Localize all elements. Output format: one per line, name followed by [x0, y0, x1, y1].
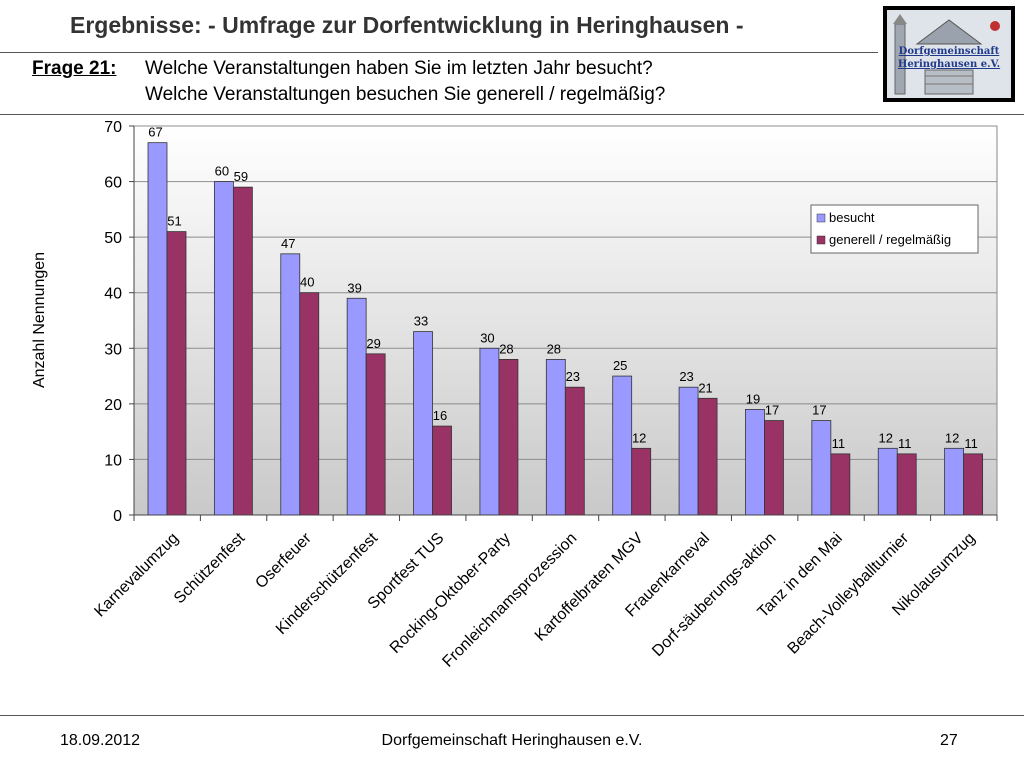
bar-regelmaessig: [830, 453, 851, 516]
footer-organization: Dorfgemeinschaft Heringhausen e.V.: [381, 732, 643, 749]
bar-regelmaessig: [365, 353, 386, 516]
x-category-label: Rocking-Oktober-Party: [387, 530, 514, 657]
bars: [147, 142, 984, 516]
legend-label-regelmaessig: generell / regelmäßig: [829, 232, 951, 247]
logo-text-line-2: Heringhausen e.V.: [897, 59, 1001, 70]
data-label: 11: [964, 436, 978, 451]
bar-regelmaessig: [963, 453, 984, 516]
bar-besucht: [811, 420, 832, 516]
bar-besucht: [280, 253, 301, 516]
logo-panel: Dorfgemeinschaft Heringhausen e.V.: [887, 10, 1011, 98]
bar-besucht: [479, 347, 500, 516]
y-tick-label: 0: [113, 508, 122, 525]
data-label: 12: [878, 430, 892, 445]
bar-regelmaessig: [299, 292, 320, 516]
header-divider: [0, 52, 878, 53]
data-label: 60: [215, 164, 229, 179]
legend-swatch-regelmaessig: [816, 235, 826, 245]
data-label: 67: [148, 125, 162, 140]
bar-besucht: [944, 447, 965, 516]
data-label: 17: [812, 403, 826, 418]
bar-besucht: [745, 409, 765, 516]
x-category-label: Oserfeuer: [252, 529, 315, 592]
data-label: 28: [499, 341, 513, 356]
data-label: 11: [898, 436, 912, 451]
x-category-label: Beach-Volleyballturnier: [785, 529, 913, 657]
data-label: 16: [433, 408, 447, 423]
bar-chart: 67 60 47 39 33 30 28 25 23 19 17 12 12 51 59 40 29 16 28 23…: [31, 119, 998, 671]
slide-title: Ergebnisse: - Umfrage zur Dorfentwicklun…: [70, 12, 744, 38]
legend: besucht generell / regelmäßig: [810, 204, 979, 254]
y-tick-label: 20: [104, 397, 122, 414]
question-divider: [0, 114, 1024, 115]
data-label: 47: [281, 236, 295, 251]
bar-regelmaessig: [498, 358, 519, 516]
data-label: 40: [300, 275, 314, 290]
bar-besucht: [678, 386, 699, 516]
y-tick-label: 30: [104, 341, 122, 358]
data-label: 21: [698, 380, 712, 395]
legend-swatch-besucht: [816, 213, 826, 223]
footer-date: 18.09.2012: [60, 732, 141, 749]
data-label: 11: [832, 436, 846, 451]
y-tick-label: 10: [104, 452, 122, 469]
bar-regelmaessig: [432, 425, 452, 516]
data-label: 30: [480, 330, 494, 345]
bar-regelmaessig: [764, 420, 784, 516]
question-label: Frage 21:: [32, 58, 117, 79]
data-label: 19: [746, 391, 760, 406]
page-number: 27: [940, 732, 958, 749]
data-label: 23: [679, 369, 693, 384]
bar-regelmaessig: [631, 447, 652, 516]
x-category-label: Dorf-säuberungs-aktion: [649, 530, 779, 660]
data-label: 29: [366, 336, 380, 351]
bar-besucht: [612, 375, 633, 516]
bar-regelmaessig: [232, 186, 253, 516]
data-label: 39: [347, 280, 361, 295]
data-label: 12: [945, 430, 959, 445]
data-label: 33: [414, 314, 428, 329]
bar-regelmaessig: [564, 386, 585, 516]
legend-box: [810, 204, 979, 254]
question-line-2: Welche Veranstaltungen besuchen Sie gene…: [145, 84, 666, 105]
y-axis-title: Anzahl Nennungen: [31, 252, 48, 388]
club-logo: Dorfgemeinschaft Heringhausen e.V.: [883, 6, 1015, 102]
data-label: 25: [613, 358, 627, 373]
data-labels: 67 60 47 39 33 30 28 25 23 19 17 12 12 51 59 40 29 16 28 23…: [148, 125, 978, 451]
data-label: 17: [765, 403, 779, 418]
footer-divider: [0, 715, 1024, 716]
data-label: 59: [234, 169, 248, 184]
y-tick-label: 70: [104, 119, 122, 136]
bar-besucht: [877, 447, 898, 516]
bar-besucht: [213, 181, 234, 516]
data-label: 51: [167, 214, 181, 229]
bar-besucht: [346, 297, 367, 516]
bar-regelmaessig: [697, 397, 718, 516]
x-category-label: Schützenfest: [171, 529, 249, 607]
legend-label-besucht: besucht: [829, 210, 875, 225]
bar-besucht: [545, 358, 566, 516]
y-tick-label: 40: [104, 286, 122, 303]
x-category-label: Fronleichnamsprozession: [439, 530, 580, 671]
logo-house-icon: [893, 14, 1000, 95]
bar-regelmaessig: [896, 453, 917, 516]
data-label: 28: [547, 341, 561, 356]
y-tick-label: 50: [104, 230, 122, 247]
data-label: 23: [566, 369, 580, 384]
bar-regelmaessig: [166, 231, 187, 516]
x-category-label: Karnevalumzug: [91, 530, 182, 621]
bar-besucht: [147, 142, 168, 516]
data-label: 12: [632, 430, 646, 445]
question-line-1: Welche Veranstaltungen haben Sie im letz…: [145, 58, 653, 79]
y-tick-label: 60: [104, 175, 122, 192]
bar-besucht: [413, 331, 433, 516]
logo-text-line-1: Dorfgemeinschaft: [898, 46, 1000, 57]
x-category-label: Kartoffelbraten MGV: [532, 530, 647, 645]
